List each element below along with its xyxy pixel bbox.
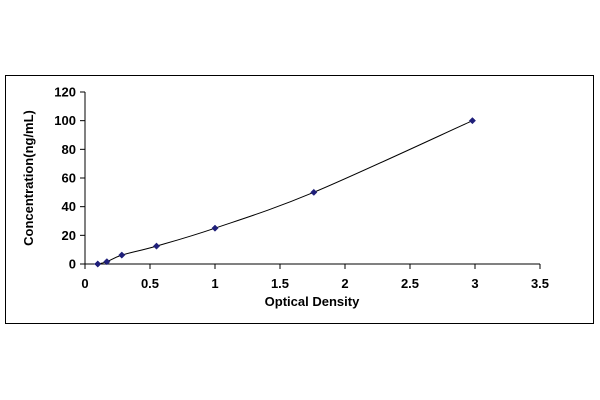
data-point-marker xyxy=(310,188,318,196)
data-points xyxy=(94,117,476,268)
data-point-marker xyxy=(152,242,161,250)
data-point-marker xyxy=(94,260,102,268)
chart-frame xyxy=(5,75,594,324)
data-point-marker xyxy=(468,117,476,125)
y-ticks: 0 20 40 60 80 100 120 xyxy=(54,85,85,272)
x-tick-label: 1 xyxy=(211,276,218,291)
y-tick-label: 100 xyxy=(54,113,76,128)
x-tick-label: 3 xyxy=(471,276,478,291)
data-point-marker xyxy=(103,258,111,266)
x-tick-label: 2 xyxy=(341,276,348,291)
x-tick-label: 0 xyxy=(81,276,88,291)
y-tick-label: 120 xyxy=(54,85,76,100)
x-ticks: 0 0.5 1 1.5 2 2.5 3 3.5 xyxy=(81,264,549,291)
y-axis-title: Concentration(ng/mL) xyxy=(21,110,36,246)
x-tick-label: 2.5 xyxy=(401,276,419,291)
x-tick-label: 0.5 xyxy=(141,276,159,291)
trendline xyxy=(97,120,473,265)
x-tick-label: 3.5 xyxy=(531,276,549,291)
y-tick-label: 0 xyxy=(69,257,76,272)
x-axis-title: Optical Density xyxy=(265,294,360,309)
y-tick-label: 80 xyxy=(62,142,76,157)
x-tick-label: 1.5 xyxy=(271,276,289,291)
data-point-marker xyxy=(211,224,219,232)
y-tick-label: 20 xyxy=(62,228,76,243)
y-tick-label: 60 xyxy=(62,171,76,186)
y-tick-label: 40 xyxy=(62,199,76,214)
data-point-marker xyxy=(118,251,126,259)
